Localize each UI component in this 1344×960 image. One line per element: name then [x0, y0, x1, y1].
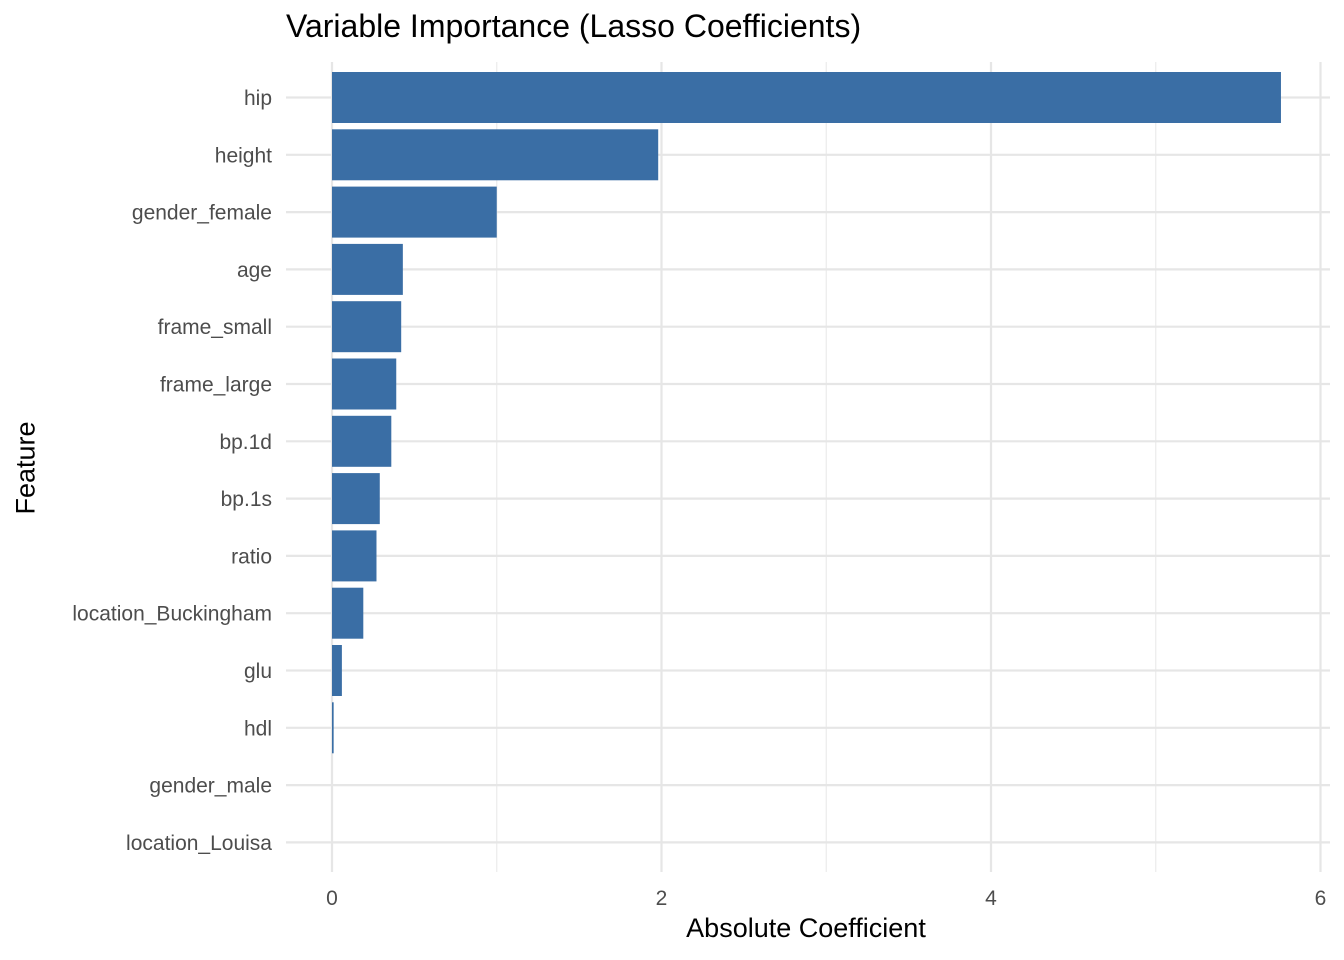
y-tick-label: bp.1s: [221, 488, 272, 511]
x-axis-label-text: Absolute Coefficient: [686, 913, 926, 943]
bar-height: [332, 129, 659, 181]
chart-title: Variable Importance (Lasso Coefficients): [286, 8, 862, 44]
y-axis-label: Feature: [10, 421, 41, 515]
bar-bp-1s: [332, 473, 380, 525]
y-tick-label: height: [215, 144, 272, 167]
y-tick-label: location_Louisa: [126, 832, 272, 855]
bar-glu: [332, 645, 342, 696]
y-tick-label: age: [237, 259, 272, 282]
bar-hip: [332, 72, 1281, 123]
x-tick-label: 0: [326, 887, 338, 910]
bar-ratio: [332, 530, 377, 582]
bar-location-buckingham: [332, 587, 364, 639]
y-tick-label: hdl: [244, 717, 272, 740]
bar-frame-large: [332, 358, 397, 410]
y-tick-label: frame_large: [160, 374, 272, 397]
y-tick-label: frame_small: [158, 316, 272, 339]
y-tick-label: ratio: [231, 545, 272, 568]
y-tick-label: hip: [244, 87, 272, 110]
x-tick-label: 4: [985, 887, 997, 910]
x-tick-label: 6: [1315, 887, 1327, 910]
bar-age: [332, 243, 403, 295]
bar-bp-1d: [332, 415, 392, 467]
y-tick-label: bp.1d: [219, 431, 272, 454]
y-tick-label: gender_female: [132, 202, 272, 225]
bar-hdl: [332, 702, 334, 754]
x-tick-label: 2: [656, 887, 668, 910]
y-tick-label: gender_male: [149, 775, 272, 798]
bar-frame-small: [332, 301, 402, 353]
y-tick-label: location_Buckingham: [72, 603, 272, 626]
x-axis-label: Absolute Coefficient: [0, 913, 1344, 944]
y-tick-label: glu: [244, 660, 272, 683]
bar-gender-female: [332, 186, 497, 238]
